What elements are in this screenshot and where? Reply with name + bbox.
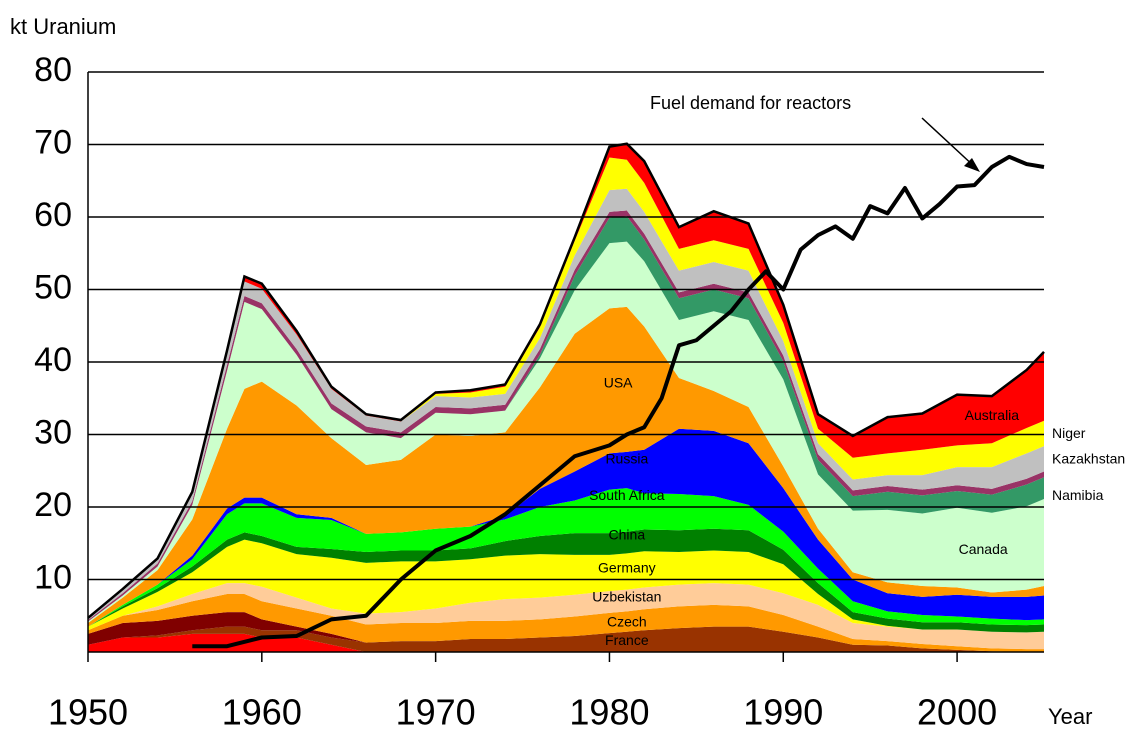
area xyxy=(88,241,1044,623)
series-label: Kazakhstan xyxy=(1052,451,1125,467)
x-axis-label: Year xyxy=(1048,704,1092,729)
series-label: Canada xyxy=(959,541,1008,557)
area xyxy=(88,488,1044,627)
area xyxy=(88,216,1044,622)
series-label: Germany xyxy=(598,559,656,575)
y-tick-label: 40 xyxy=(34,341,72,379)
x-tick-label: 1980 xyxy=(569,692,649,733)
area xyxy=(88,539,1044,633)
area xyxy=(88,210,1044,622)
y-tick-label: 20 xyxy=(34,486,72,524)
area-outline xyxy=(87,142,1045,619)
area xyxy=(88,633,1044,652)
overlay: France Czech Uzbekistan Germany China South A… xyxy=(87,71,1125,662)
area xyxy=(88,428,1044,627)
series-label: USA xyxy=(604,374,633,390)
areas xyxy=(87,142,1045,652)
area xyxy=(88,306,1044,627)
y-tick-label: 30 xyxy=(34,413,72,451)
series-label: Namibia xyxy=(1052,487,1104,503)
x-tick-label: 1970 xyxy=(396,692,476,733)
series-label: Czech xyxy=(607,614,647,630)
x-tick-label: 1950 xyxy=(48,692,128,733)
demand-line xyxy=(192,154,1045,649)
area xyxy=(88,594,1044,652)
x-tick-label: 2000 xyxy=(917,692,997,733)
x-tick-label: 1960 xyxy=(222,692,302,733)
y-tick-label: 70 xyxy=(34,123,72,161)
area xyxy=(88,528,1044,633)
y-axis-label: kt Uranium xyxy=(10,14,116,39)
area xyxy=(88,626,1044,652)
series-label: Niger xyxy=(1052,425,1086,441)
series-label: France xyxy=(605,632,649,648)
arrow-head xyxy=(964,158,980,172)
y-tick-label: 50 xyxy=(34,268,72,306)
series-label: Uzbekistan xyxy=(592,588,661,604)
series-label: South Africa xyxy=(589,487,665,503)
series-label: China xyxy=(609,527,646,543)
y-tick-label: 10 xyxy=(34,558,72,596)
demand-label: Fuel demand for reactors xyxy=(650,93,851,113)
series-label: Russia xyxy=(605,451,648,467)
series-label: Australia xyxy=(965,407,1020,423)
y-tick-label: 60 xyxy=(34,196,72,234)
y-tick-label: 80 xyxy=(34,51,72,89)
annotation-arrow xyxy=(921,117,977,169)
x-tick-label: 1990 xyxy=(743,692,823,733)
area xyxy=(88,583,1044,650)
